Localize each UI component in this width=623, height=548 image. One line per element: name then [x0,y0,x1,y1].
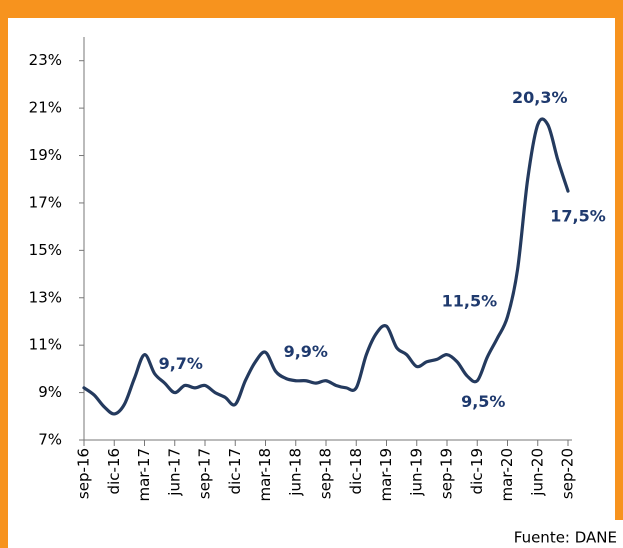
x-tick-label: jun-18 [286,448,304,497]
x-tick-label: dic-16 [105,448,123,494]
frame-top [0,0,623,18]
x-tick-label: sep-20 [559,448,577,499]
y-tick-label: 21% [29,99,62,117]
annotation: 11,5% [442,292,498,311]
x-tick-label: mar-18 [256,448,274,502]
x-tick-label: jun-20 [528,448,546,497]
x-tick-label: sep-17 [196,448,214,499]
y-tick-label: 17% [29,193,62,211]
y-tick-label: 11% [29,336,62,354]
x-tick-label: jun-19 [407,448,425,497]
x-tick-label: jun-17 [165,448,183,497]
x-tick-label: dic-19 [468,448,486,494]
x-tick-label: dic-17 [226,448,244,494]
annotation: 17,5% [550,207,606,226]
x-tick-label: mar-17 [135,448,153,502]
x-tick-label: dic-18 [347,448,365,494]
x-tick-label: sep-16 [75,448,93,499]
y-tick-label: 7% [38,431,62,449]
annotation: 9,9% [284,342,328,361]
y-tick-label: 9% [38,383,62,401]
annotation: 9,5% [461,392,505,411]
annotation: 20,3% [512,88,568,107]
x-tick-label: sep-19 [438,448,456,499]
y-tick-label: 19% [29,146,62,164]
x-tick-label: sep-18 [317,448,335,499]
y-tick-label: 23% [29,51,62,69]
data-line [82,117,570,416]
x-tick-label: mar-20 [498,448,516,502]
annotation: 9,7% [159,354,203,373]
source: Fuente: DANE [514,529,617,547]
frame-right [615,0,623,520]
x-tick-label: mar-19 [377,448,395,502]
frame-left [0,0,8,548]
y-tick-label: 15% [29,241,62,259]
y-tick-label: 13% [29,288,62,306]
